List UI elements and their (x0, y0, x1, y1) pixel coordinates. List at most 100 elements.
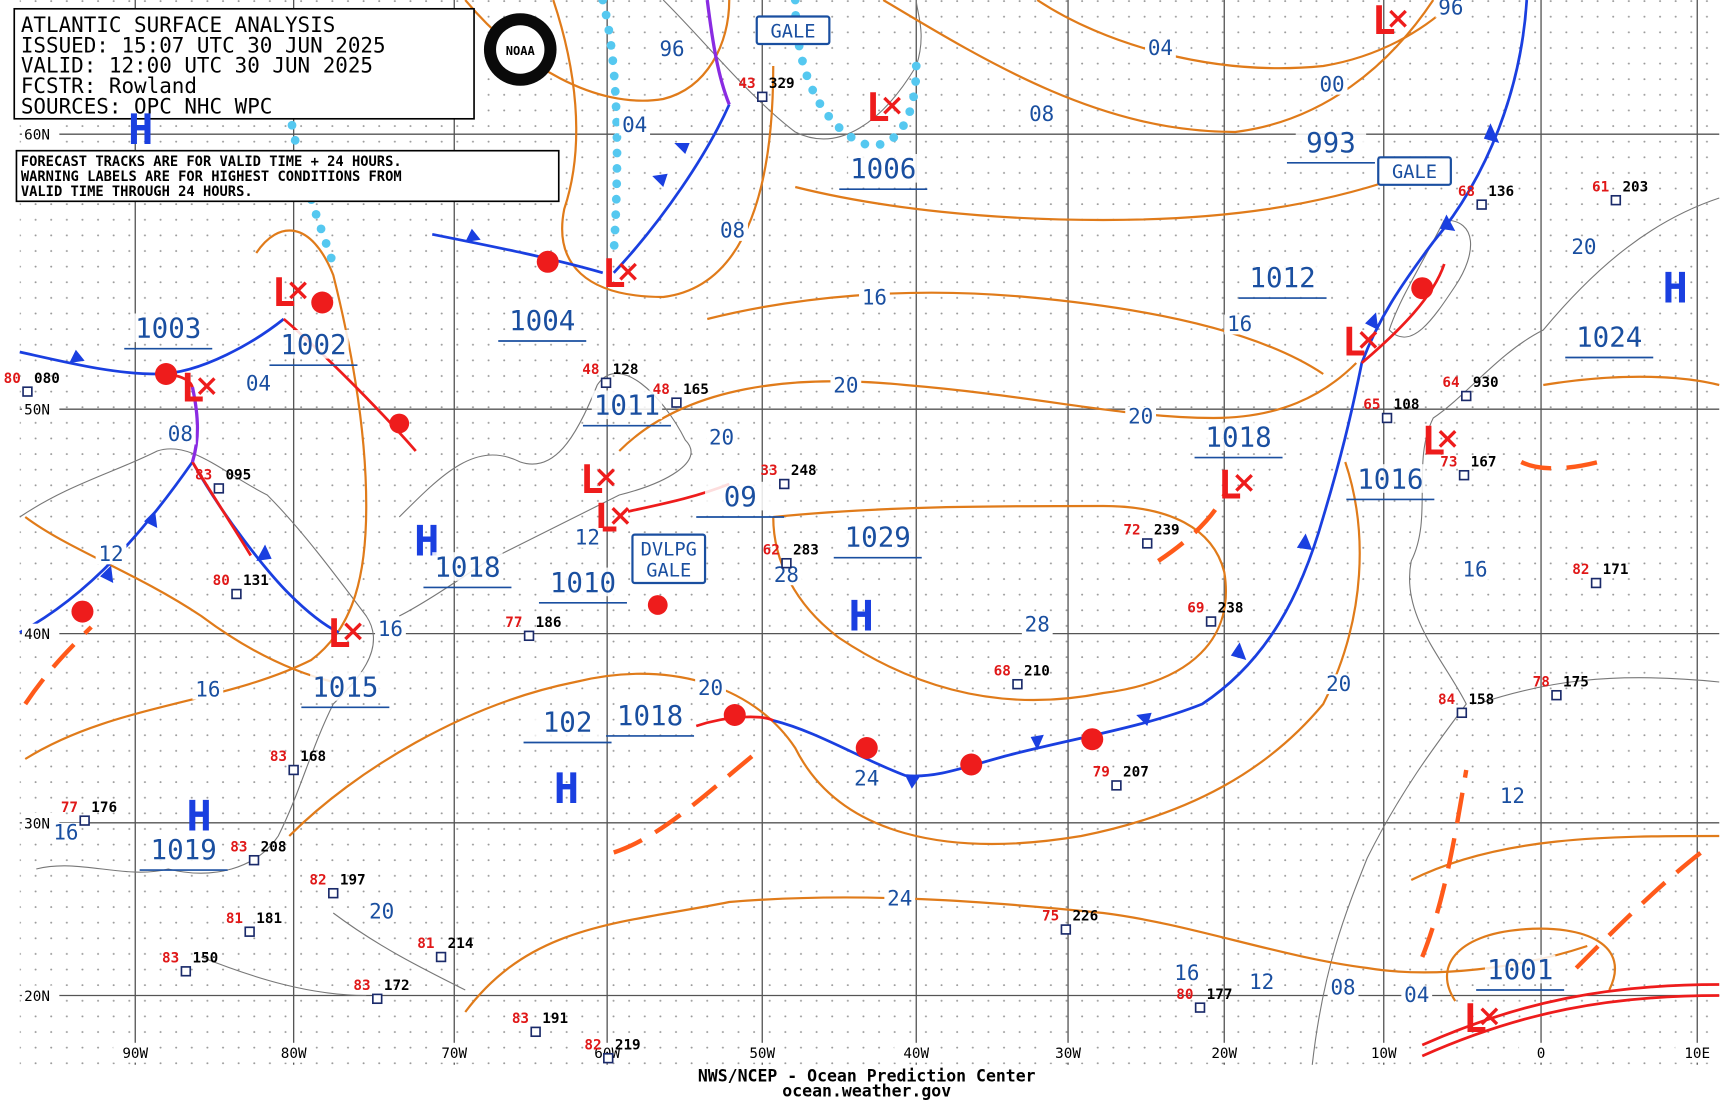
lon-label: 10W (1371, 1046, 1397, 1062)
header-line: FCSTR: Rowland (21, 74, 197, 98)
lat-label: 50N (24, 403, 50, 419)
station-pressure: 158 (1468, 692, 1494, 708)
isobar-label-bg (1568, 237, 1600, 258)
low-cross (197, 377, 216, 395)
notice-box (15, 149, 560, 203)
isobar-label: 20 (709, 425, 734, 449)
isobar-label-bg (656, 39, 688, 60)
isobar-label: 24 (854, 766, 879, 790)
lon-label-box (432, 1042, 477, 1063)
station-marker (1458, 469, 1470, 481)
low-cross (597, 468, 615, 487)
high-symbol: H (186, 791, 211, 840)
center-pressure: 1018 (1205, 422, 1271, 454)
station-pressure: 150 (192, 951, 218, 967)
pressure-bg (1484, 954, 1556, 984)
station-marker (671, 397, 682, 408)
notice-line: VALID TIME THROUGH 24 HOURS. (21, 184, 253, 200)
low-cross (619, 262, 637, 281)
station-pressure: 177 (1207, 987, 1233, 1003)
low-cross (289, 281, 307, 300)
lat-label: 30N (24, 816, 50, 832)
station-marker (372, 993, 383, 1005)
station-pressure: 168 (300, 749, 326, 765)
station-marker (22, 386, 33, 397)
isobar-label: 04 (246, 372, 271, 396)
low-symbol: L (272, 270, 296, 316)
logo-text: NOAA (506, 44, 536, 58)
lat-label: 40N (24, 627, 50, 643)
station-pressure: 128 (613, 362, 639, 378)
lon-label: 50W (749, 1046, 775, 1062)
isobar-label-bg (851, 768, 883, 789)
isobar-label-bg (1435, 0, 1467, 18)
station-marker (1060, 924, 1072, 935)
isobar-label-bg (859, 288, 890, 308)
station-marker (1142, 538, 1153, 549)
lat-label: 60N (24, 128, 50, 144)
station-pressure: 207 (1123, 765, 1149, 781)
center-pressure: 1002 (280, 329, 346, 361)
lon-label: 40W (903, 1046, 929, 1062)
notice: FORECAST TRACKS ARE FOR VALID TIME + 24 … (21, 154, 402, 200)
isobar-label: 16 (378, 617, 403, 641)
isobar-label: 24 (887, 886, 912, 910)
isobar-label: 20 (369, 899, 394, 923)
lat-label-box (21, 124, 60, 145)
isobar-label: 08 (720, 219, 745, 243)
station-temp: 77 (61, 800, 78, 816)
low-symbol: L (580, 457, 604, 503)
isobar-label: 04 (622, 113, 647, 137)
low-symbol: L (602, 251, 626, 297)
pressure-bg (1355, 464, 1426, 493)
center-pressure: 1004 (509, 305, 575, 337)
center-pressure: 993 (1306, 127, 1356, 159)
lon-label-box (585, 1042, 630, 1063)
lon-label-box (271, 1042, 316, 1063)
station-pressure: 171 (1603, 562, 1629, 578)
isobar-label: 96 (659, 37, 684, 61)
isobar-label-bg (706, 427, 737, 448)
lon-label: 20W (1211, 1046, 1237, 1062)
isobar-label-bg (1224, 314, 1256, 335)
station-temp: 80 (1176, 987, 1193, 1003)
map-labels: 60N50N40N30N20N90W80W70W60W50W40W30W20W1… (4, 0, 1720, 1100)
station-pressure: 214 (448, 936, 474, 952)
isobar-label: 00 (1319, 72, 1344, 96)
isobar-label: 16 (53, 820, 78, 844)
lon-label-box (894, 1042, 939, 1063)
pressure-bg (547, 567, 619, 597)
lat-label: 20N (24, 989, 50, 1005)
isobar-label: 12 (1500, 784, 1525, 808)
station-marker (1381, 412, 1393, 424)
station-marker (1476, 199, 1487, 210)
station-temp: 64 (1442, 375, 1459, 391)
isobar-label-bg (1145, 38, 1176, 59)
isobar-label-bg (1459, 559, 1491, 580)
station-pressure: 186 (536, 615, 562, 631)
station-pressure: 219 (615, 1037, 641, 1053)
station-pressure: 197 (340, 872, 366, 888)
station-marker (781, 557, 792, 569)
station-pressure: 210 (1024, 663, 1050, 679)
station-temp: 48 (582, 362, 599, 378)
high-symbol: H (1663, 264, 1688, 313)
isobar-label-bg (1171, 963, 1203, 984)
header-line: ISSUED: 15:07 UTC 30 JUN 2025 (21, 33, 386, 57)
logo-core (496, 25, 545, 74)
isobar-label: 20 (833, 374, 858, 398)
header-line: ATLANTIC SURFACE ANALYSIS (21, 13, 335, 37)
pressure-bg (148, 834, 219, 864)
station-temp: 80 (213, 573, 230, 589)
isobar-label: 16 (1227, 312, 1252, 336)
station-pressure: 191 (542, 1011, 568, 1027)
station-pressure: 136 (1488, 184, 1514, 200)
station-pressure: 226 (1072, 909, 1098, 925)
station-temp: 33 (760, 463, 777, 479)
station-temp: 83 (162, 951, 179, 967)
center-pressure: 1024 (1576, 321, 1642, 353)
station-marker (180, 966, 192, 977)
station-marker (1111, 780, 1122, 791)
lon-label-box (740, 1042, 785, 1063)
